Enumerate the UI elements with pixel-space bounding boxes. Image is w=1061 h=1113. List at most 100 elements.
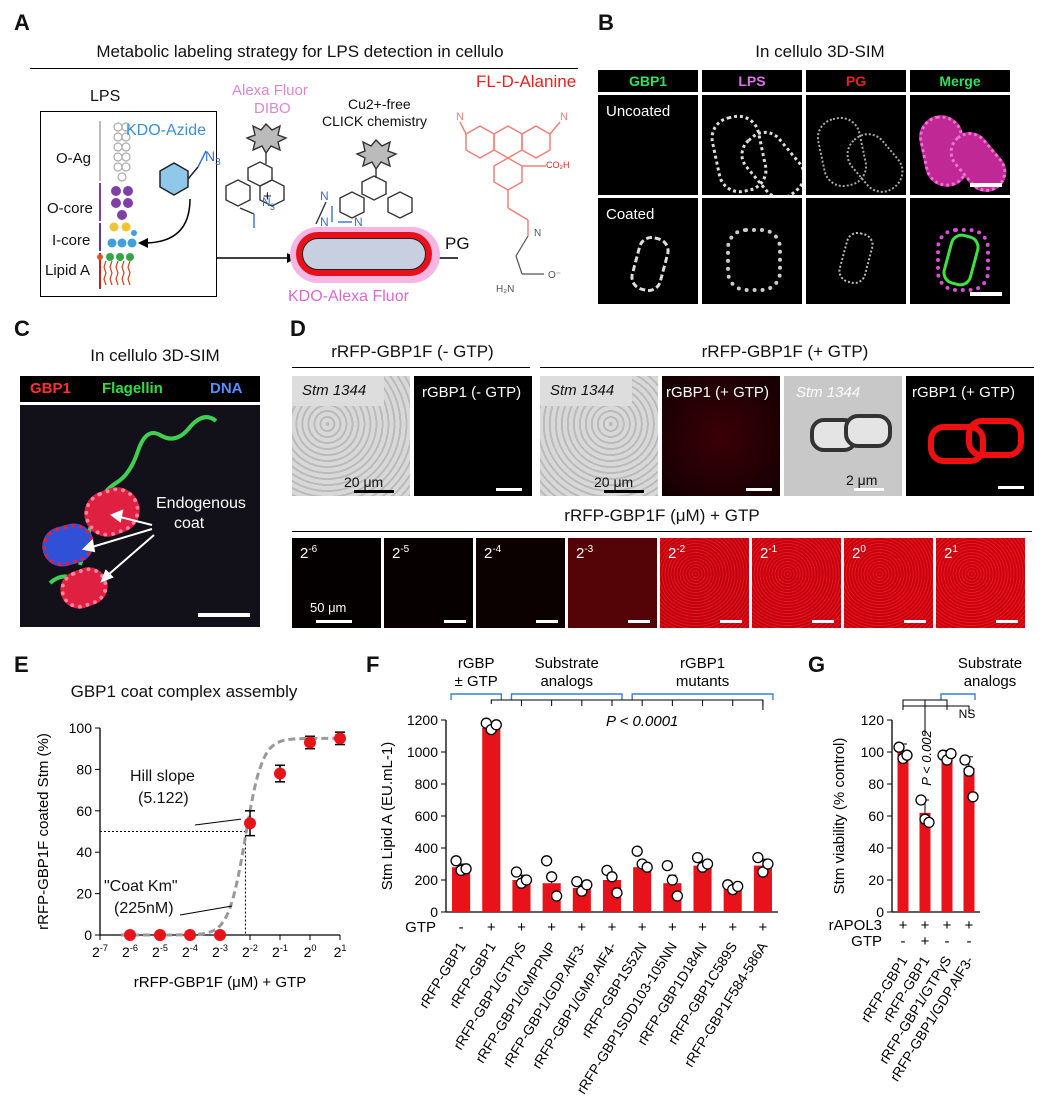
panel-letter-f: F [366, 652, 380, 677]
endogenous-label: Endogenous [156, 495, 246, 512]
group-label: analogs [964, 673, 1017, 690]
b-uncoated-label: Uncoated [606, 103, 671, 120]
y-axis-label: rRFP-GBP1F coated Stm (%) [35, 733, 52, 930]
panel-letter-c: C [14, 316, 30, 341]
svg-text:N: N [534, 228, 541, 239]
group-bracket [631, 693, 774, 700]
conc-exponent: -3 [584, 544, 594, 555]
conc-base: 2 [668, 545, 677, 562]
hill-label-2: (5.122) [138, 790, 189, 807]
bar [897, 752, 909, 912]
replicate-point [661, 859, 674, 872]
lipida-label: Lipid A [45, 262, 91, 279]
svg-text:N: N [262, 195, 271, 209]
replicate-point [631, 845, 643, 857]
y-tick-label: 1200 [407, 712, 438, 728]
scale-bar [604, 490, 644, 493]
b-uncoated-merge [910, 95, 1010, 195]
y-tick-label: 800 [415, 776, 439, 792]
gtp-sign: + [487, 919, 496, 936]
scale-bar [316, 620, 352, 623]
x-tick-label: 2-1 [272, 943, 288, 960]
bar [941, 756, 953, 912]
rapol3-row-label: rAPOL3 [829, 917, 882, 934]
y-tick-label: 0 [430, 904, 438, 920]
conc-label: 21 [944, 544, 958, 562]
replicate-point [923, 816, 935, 829]
replicate-point [540, 855, 553, 867]
group-bracket [510, 693, 623, 700]
replicate-point [571, 875, 583, 888]
conc-label: 2-3 [576, 544, 593, 562]
conc-tile: 21 [936, 538, 1025, 628]
conc-exponent: -2 [676, 544, 686, 555]
y-tick-label: 1000 [407, 744, 438, 760]
replicate-point [550, 890, 563, 902]
bar [482, 728, 501, 912]
conc-label: 2-5 [392, 544, 409, 562]
bar [452, 867, 471, 912]
gtp-sign: + [759, 919, 768, 936]
replicate-point [732, 880, 744, 893]
scale-label: 20 μm [344, 474, 384, 490]
stm-label-box [292, 376, 384, 406]
rapol3-sign: + [899, 917, 908, 934]
dibo-structure: N 3 N N N [225, 122, 413, 229]
y-tick-label: 60 [76, 803, 92, 819]
panel-b-header-4: Merge [910, 70, 1010, 92]
scale-label: 20 μm [594, 474, 634, 490]
panel-a-rule [30, 68, 578, 69]
data-point [334, 732, 346, 745]
gtp-sign: - [901, 933, 906, 950]
bar [963, 768, 975, 912]
y-tick-label: 600 [415, 808, 439, 824]
scale-bar [628, 620, 650, 623]
group-label: analogs [540, 673, 593, 690]
cell-outline [627, 232, 673, 296]
x-tick-label: 20 [304, 943, 317, 960]
svg-text:N: N [320, 215, 329, 229]
panel-e-title: GBP1 coat complex assembly [70, 682, 298, 701]
bar [723, 888, 742, 912]
y-tick-label: 40 [868, 840, 884, 856]
panel-d-row2-rule [292, 531, 1032, 532]
y-tick-label: 0 [876, 904, 884, 920]
y-tick-label: 0 [84, 927, 92, 943]
x-axis-label: rRFP-GBP1F (μM) + GTP [134, 974, 306, 991]
d-brightfield-2: Stm 1344 20 μm [540, 376, 658, 496]
replicate-point [701, 858, 714, 870]
cell-outline [726, 228, 782, 292]
conc-label: 2-6 [300, 544, 317, 562]
conc-base: 2 [760, 545, 769, 562]
conc-tile: 2-6 50 μm [292, 538, 381, 628]
bar [753, 865, 772, 912]
bar [919, 812, 931, 912]
panel-c-image: Endogenous coat [20, 405, 260, 627]
replicate-point [915, 794, 927, 806]
replicate-point [460, 863, 472, 875]
gtp-sign: - [459, 919, 464, 936]
oag-label: O-Ag [56, 150, 92, 167]
svg-text:3: 3 [270, 202, 275, 212]
y-tick-label: 20 [76, 886, 92, 902]
panel-b-title: In cellulo 3D-SIM [755, 42, 885, 61]
panel-letter-e: E [14, 652, 29, 677]
panel-d-right-rule [540, 367, 1034, 368]
x-tick-label: 2-7 [92, 943, 108, 960]
replicate-point [963, 765, 975, 777]
group-label: ± GTP [455, 673, 498, 690]
svg-text:N: N [320, 189, 329, 203]
d-brightfield-1: Stm 1344 20 μm [292, 376, 410, 496]
y-tick-label: 20 [868, 872, 884, 888]
coated-bacterium [966, 418, 1024, 458]
scale-bar [354, 490, 394, 493]
scale-label: 50 μm [310, 600, 347, 615]
group-label: Substrate [958, 655, 1022, 672]
group-bracket [940, 693, 976, 700]
y-tick-label: 60 [868, 808, 884, 824]
cu-free-label: Cu2+-free [348, 96, 411, 112]
gtp-sign: + [668, 919, 677, 936]
y-tick-label: 80 [868, 776, 884, 792]
svg-text:N: N [560, 111, 568, 123]
x-tick-label: 2-4 [182, 943, 198, 960]
